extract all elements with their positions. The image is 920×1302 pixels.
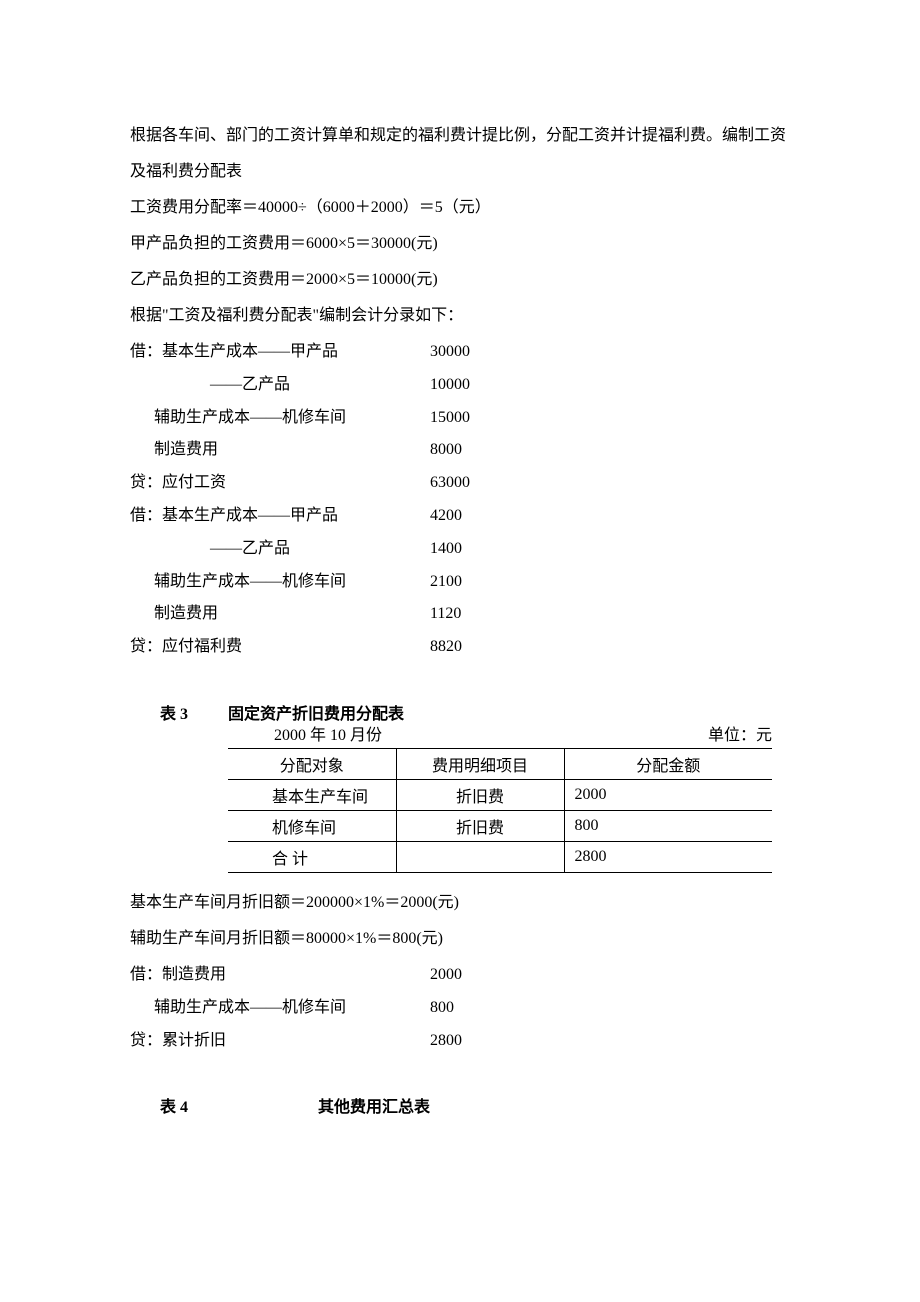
entry-row: 贷：累计折旧2800 xyxy=(130,1025,790,1058)
entry-label: 贷：应付工资 xyxy=(130,467,430,500)
entry-row: 制造费用8000 xyxy=(130,434,790,467)
entry-amount: 15000 xyxy=(430,402,530,435)
table4-number: 表 4 xyxy=(160,1093,188,1117)
entry-row: 辅助生产成本——机修车间800 xyxy=(130,992,790,1025)
table-header: 费用明细项目 xyxy=(396,748,564,779)
entry-row: ——乙产品1400 xyxy=(130,533,790,566)
table3-subtitle: 2000 年 10 月份 单位：元 xyxy=(228,724,772,748)
paragraph: 辅助生产车间月折旧额＝80000×1%＝800(元) xyxy=(130,921,790,957)
paragraph: 乙产品负担的工资费用＝2000×5＝10000(元) xyxy=(130,262,790,298)
entry-amount: 8820 xyxy=(430,631,530,664)
entry-label: ——乙产品 xyxy=(130,533,430,566)
depreciation-table: 分配对象 费用明细项目 分配金额 基本生产车间 折旧费 2000 机修车间 折旧… xyxy=(228,748,772,873)
table-cell: 基本生产车间 xyxy=(228,779,396,810)
table-row: 合 计 2800 xyxy=(228,841,772,872)
entry-label: 辅助生产成本——机修车间 xyxy=(130,566,430,599)
entry-amount: 8000 xyxy=(430,434,530,467)
table3-date: 2000 年 10 月份 xyxy=(274,724,382,748)
table-cell xyxy=(396,841,564,872)
entry-label: 制造费用 xyxy=(130,598,430,631)
paragraph: 基本生产车间月折旧额＝200000×1%＝2000(元) xyxy=(130,885,790,921)
table-cell: 折旧费 xyxy=(396,779,564,810)
entry-label: 贷：累计折旧 xyxy=(130,1025,430,1058)
table-cell: 2800 xyxy=(564,841,772,872)
paragraph: 工资费用分配率＝40000÷（6000＋2000）＝5（元） xyxy=(130,190,790,226)
table-row: 基本生产车间 折旧费 2000 xyxy=(228,779,772,810)
entry-amount: 10000 xyxy=(430,369,530,402)
table3-unit: 单位：元 xyxy=(708,724,772,748)
entry-row: 借：制造费用2000 xyxy=(130,959,790,992)
entry-row: ——乙产品10000 xyxy=(130,369,790,402)
entry-amount: 2800 xyxy=(430,1025,530,1058)
entry-label: 借：基本生产成本——甲产品 xyxy=(130,500,430,533)
entry-amount: 1120 xyxy=(430,598,530,631)
entry-row: 辅助生产成本——机修车间15000 xyxy=(130,402,790,435)
table-header: 分配对象 xyxy=(228,748,396,779)
entry-row: 贷：应付工资63000 xyxy=(130,467,790,500)
entry-amount: 4200 xyxy=(430,500,530,533)
journal-entries-2: 借：制造费用2000 辅助生产成本——机修车间800 贷：累计折旧2800 xyxy=(130,959,790,1057)
table-cell: 800 xyxy=(564,810,772,841)
paragraph: 甲产品负担的工资费用＝6000×5＝30000(元) xyxy=(130,226,790,262)
table4-name: 其他费用汇总表 xyxy=(318,1093,430,1117)
table-header: 分配金额 xyxy=(564,748,772,779)
table-cell: 2000 xyxy=(564,779,772,810)
paragraph: 根据各车间、部门的工资计算单和规定的福利费计提比例，分配工资并计提福利费。编制工… xyxy=(130,118,790,190)
entry-row: 借：基本生产成本——甲产品4200 xyxy=(130,500,790,533)
table3-name: 固定资产折旧费用分配表 xyxy=(228,700,404,724)
entry-row: 制造费用1120 xyxy=(130,598,790,631)
entry-row: 借：基本生产成本——甲产品30000 xyxy=(130,336,790,369)
entry-row: 贷：应付福利费8820 xyxy=(130,631,790,664)
entry-amount: 800 xyxy=(430,992,530,1025)
entry-row: 辅助生产成本——机修车间2100 xyxy=(130,566,790,599)
table-cell: 折旧费 xyxy=(396,810,564,841)
table-row: 机修车间 折旧费 800 xyxy=(228,810,772,841)
entry-amount: 63000 xyxy=(430,467,530,500)
entry-label: 借：基本生产成本——甲产品 xyxy=(130,336,430,369)
entry-label: 制造费用 xyxy=(130,434,430,467)
entry-amount: 30000 xyxy=(430,336,530,369)
table3-number: 表 3 xyxy=(160,700,188,724)
table4-title: 表 4 其他费用汇总表 xyxy=(160,1093,790,1117)
entry-amount: 1400 xyxy=(430,533,530,566)
entry-label: 借：制造费用 xyxy=(130,959,430,992)
entry-label: 辅助生产成本——机修车间 xyxy=(130,402,430,435)
paragraph: 根据"工资及福利费分配表"编制会计分录如下： xyxy=(130,298,790,334)
journal-entries-1: 借：基本生产成本——甲产品30000 ——乙产品10000 辅助生产成本——机修… xyxy=(130,336,790,664)
entry-label: 贷：应付福利费 xyxy=(130,631,430,664)
entry-amount: 2100 xyxy=(430,566,530,599)
entry-label: 辅助生产成本——机修车间 xyxy=(130,992,430,1025)
entry-label: ——乙产品 xyxy=(130,369,430,402)
table-cell: 合 计 xyxy=(228,841,396,872)
entry-amount: 2000 xyxy=(430,959,530,992)
table3-title: 表 3 固定资产折旧费用分配表 xyxy=(160,700,790,724)
table-header-row: 分配对象 费用明细项目 分配金额 xyxy=(228,748,772,779)
table-cell: 机修车间 xyxy=(228,810,396,841)
document-body: 根据各车间、部门的工资计算单和规定的福利费计提比例，分配工资并计提福利费。编制工… xyxy=(130,118,790,1117)
